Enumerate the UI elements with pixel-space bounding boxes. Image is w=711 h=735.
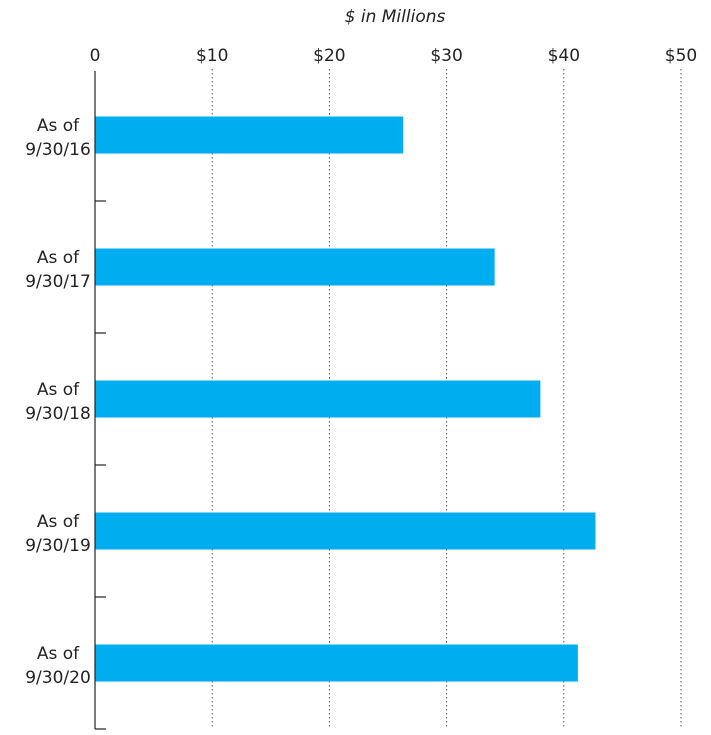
y-category-label-line: As of [37,380,80,400]
bar [95,116,404,154]
y-category-label-line: As of [37,116,80,136]
bar [95,248,495,286]
bar [95,644,578,682]
y-category-label-line: 9/30/17 [25,272,91,292]
bar [95,380,541,418]
y-category-label-line: 9/30/16 [25,140,91,160]
y-category-label-line: 9/30/20 [25,668,91,688]
y-category-label: As of 9/30/20 [25,644,91,688]
y-category-label-line: As of [37,512,80,532]
x-tick-label: $30 [430,46,462,66]
y-category-label: As of 9/30/17 [25,248,91,292]
y-category-label: As of 9/30/18 [25,380,91,424]
x-tick-label: $20 [313,46,345,66]
x-tick-label: $10 [196,46,228,66]
labels: $ in Millions 0 $10 $20 $30 $40 $50 As of 9/30/1… [25,7,697,688]
bar [95,512,596,550]
x-tick-label: $50 [665,46,697,66]
y-category-label: As of 9/30/19 [25,512,91,556]
y-category-label-line: 9/30/18 [25,404,91,424]
x-tick-label: $40 [548,46,580,66]
x-axis-title: $ in Millions [345,7,446,27]
y-category-label-line: 9/30/19 [25,536,91,556]
y-category-label-line: As of [37,644,80,664]
y-category-label: As of 9/30/16 [25,116,91,160]
axes [94,71,106,730]
x-tick-label: 0 [90,46,101,66]
y-category-label-line: As of [37,248,80,268]
bars [95,116,596,682]
